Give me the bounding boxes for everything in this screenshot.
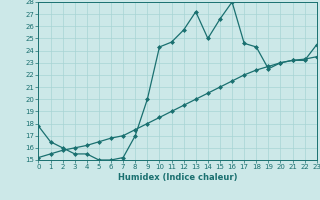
- X-axis label: Humidex (Indice chaleur): Humidex (Indice chaleur): [118, 173, 237, 182]
